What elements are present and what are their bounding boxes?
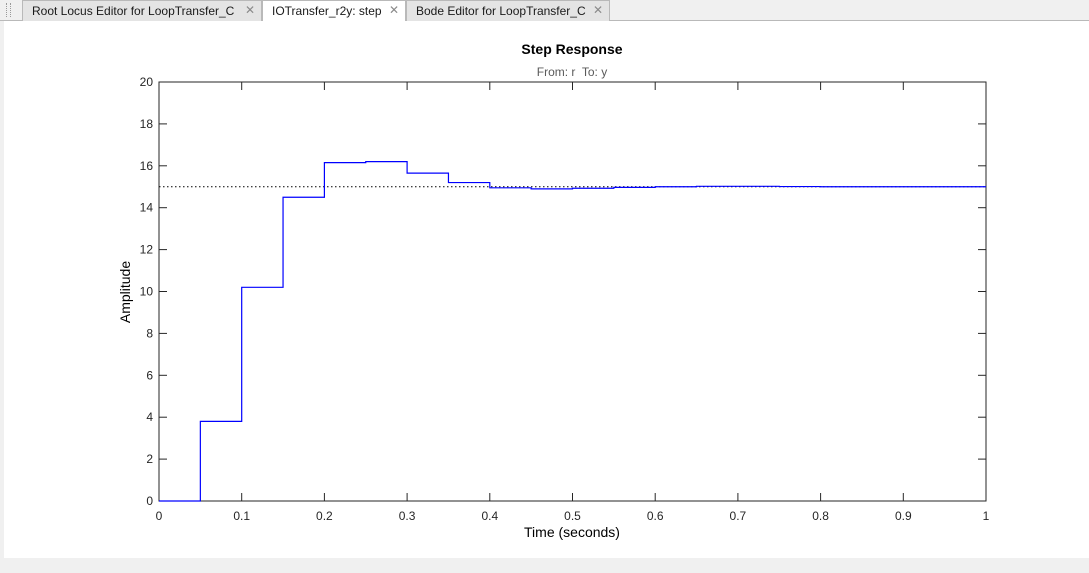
tab-grip-handle[interactable] <box>6 3 11 17</box>
y-tick-label: 16 <box>140 159 154 173</box>
x-tick-label: 0.1 <box>233 509 250 523</box>
y-tick-label: 20 <box>140 75 154 89</box>
x-tick-label: 0 <box>156 509 163 523</box>
x-tick-label: 0.9 <box>895 509 912 523</box>
close-icon[interactable]: ✕ <box>388 3 399 17</box>
x-tick-label: 0.2 <box>316 509 333 523</box>
x-axis-label: Time (seconds) <box>524 524 620 540</box>
tab-label: IOTransfer_r2y: step <box>272 4 382 18</box>
close-icon[interactable]: ✕ <box>592 3 603 17</box>
y-tick-label: 6 <box>146 368 153 382</box>
step-response-chart[interactable]: Step Response From: r To: y 0 0.1 0.2 0.3 0.… <box>4 21 1089 558</box>
x-tick-label: 1 <box>983 509 990 523</box>
y-tick-label: 0 <box>146 494 153 508</box>
y-tick-label: 4 <box>146 410 153 424</box>
x-tick-label: 0.6 <box>647 509 664 523</box>
step-response-line[interactable] <box>159 161 986 502</box>
figure-panel: Step Response From: r To: y 0 0.1 0.2 0.3 0.… <box>4 21 1089 558</box>
y-tick-label: 12 <box>140 243 154 257</box>
tab-label: Bode Editor for LoopTransfer_C <box>416 4 586 18</box>
y-tick-label: 10 <box>140 285 154 299</box>
y-tick-label: 14 <box>140 201 154 215</box>
x-tick-label: 0.3 <box>399 509 416 523</box>
x-tick-label: 0.7 <box>730 509 747 523</box>
close-icon[interactable]: ✕ <box>244 3 255 17</box>
x-tick-label: 0.8 <box>812 509 829 523</box>
y-tick-label: 2 <box>146 452 153 466</box>
plot-area[interactable] <box>158 81 987 502</box>
y-axis-label: Amplitude <box>117 261 133 323</box>
tab-iotransfer-step[interactable]: IOTransfer_r2y: step ✕ <box>262 0 406 22</box>
tab-label: Root Locus Editor for LoopTransfer_C <box>32 4 235 18</box>
x-tick-label: 0.4 <box>481 509 498 523</box>
y-tick-label: 18 <box>140 117 154 131</box>
chart-subtitle: From: r To: y <box>537 65 607 79</box>
tab-root-locus-editor[interactable]: Root Locus Editor for LoopTransfer_C ✕ <box>22 0 262 21</box>
tab-bar: Root Locus Editor for LoopTransfer_C ✕ I… <box>0 0 1089 22</box>
bottom-strip <box>0 558 1089 573</box>
x-tick-label: 0.5 <box>564 509 581 523</box>
axis-tick-labels: 0 0.1 0.2 0.3 0.4 0.5 0.6 0.7 0.8 0.9 102468101214… <box>140 75 990 523</box>
chart-title: Step Response <box>521 41 622 57</box>
y-tick-label: 8 <box>146 326 153 340</box>
tab-bode-editor[interactable]: Bode Editor for LoopTransfer_C ✕ <box>406 0 610 21</box>
